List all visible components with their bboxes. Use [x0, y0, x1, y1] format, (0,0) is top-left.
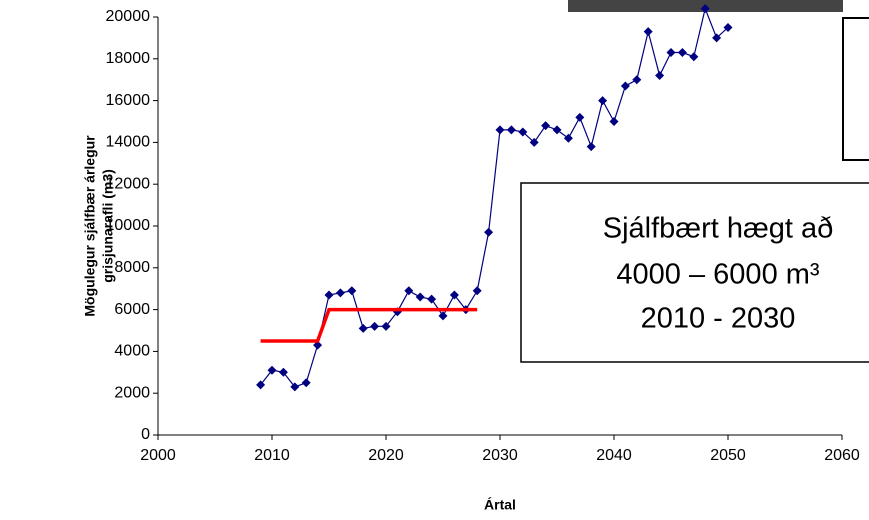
- y-tick-label: 8000: [114, 259, 150, 276]
- point: [598, 96, 608, 106]
- x-tick-label: 2040: [596, 447, 632, 464]
- point: [427, 294, 437, 304]
- x-tick-label: 2050: [710, 447, 746, 464]
- point: [415, 292, 425, 302]
- point: [301, 378, 311, 388]
- series-line: [260, 307, 478, 343]
- y-tick-label: 20000: [106, 8, 151, 25]
- point: [529, 137, 539, 147]
- y-tick-label: 18000: [106, 50, 151, 67]
- annotation: 4000 – 6000 m³: [616, 259, 819, 291]
- point: [609, 117, 619, 126]
- annotation: Sjálfbært hægt að: [603, 213, 834, 245]
- y-tick-label: 10000: [106, 217, 151, 234]
- point: [541, 121, 551, 131]
- point: [677, 48, 687, 58]
- point: [278, 367, 288, 377]
- x-tick-label: 2030: [482, 447, 518, 464]
- y-tick-label: 2000: [114, 384, 150, 401]
- point: [290, 382, 300, 392]
- point: [552, 125, 562, 135]
- point: [632, 75, 642, 85]
- point: [643, 27, 653, 37]
- annotation: 2010 - 2030: [641, 303, 796, 335]
- point: [563, 133, 573, 143]
- y-tick-label: 0: [141, 426, 150, 443]
- plot-area: 0 2000 4000 6000 8000 10000 12000 14000 16000 180…: [106, 4, 860, 464]
- point: [712, 33, 722, 43]
- point: [575, 112, 585, 122]
- point: [586, 142, 596, 152]
- point: [347, 286, 357, 296]
- y-axis-title: Mögulegur sjálfbær árlegur: [82, 135, 98, 317]
- point: [506, 125, 516, 135]
- x-tick-label: 2020: [368, 447, 404, 464]
- point: [335, 288, 345, 298]
- point: [370, 321, 380, 331]
- point: [313, 340, 323, 350]
- point: [324, 290, 334, 300]
- y-tick-label: 12000: [106, 175, 151, 192]
- x-tick-label: 2010: [254, 447, 290, 464]
- point: [267, 365, 277, 375]
- point: [666, 48, 676, 58]
- x-tick-label: 2000: [140, 447, 176, 464]
- point: [358, 323, 368, 333]
- y-tick-label: 14000: [106, 134, 151, 151]
- side-box: [842, 17, 869, 161]
- point: [518, 127, 528, 137]
- point: [438, 311, 448, 321]
- x-axis-title: Ártal: [484, 497, 516, 513]
- x-tick-label: 2060: [824, 447, 860, 464]
- point: [723, 22, 733, 32]
- annotation-box: [520, 182, 869, 363]
- point: [495, 125, 505, 135]
- point: [381, 321, 391, 331]
- point: [472, 286, 482, 296]
- y-tick-label: 6000: [114, 301, 150, 318]
- point: [449, 290, 459, 300]
- y-axis-title: grisjunarafli (m3): [100, 169, 116, 283]
- point: [655, 71, 665, 81]
- y-tick-label: 16000: [106, 92, 151, 109]
- point: [256, 380, 266, 390]
- point: [620, 81, 630, 91]
- y-tick-label: 4000: [114, 343, 150, 360]
- point: [700, 4, 710, 14]
- point: [484, 227, 494, 237]
- point: [404, 286, 414, 296]
- point: [689, 52, 699, 62]
